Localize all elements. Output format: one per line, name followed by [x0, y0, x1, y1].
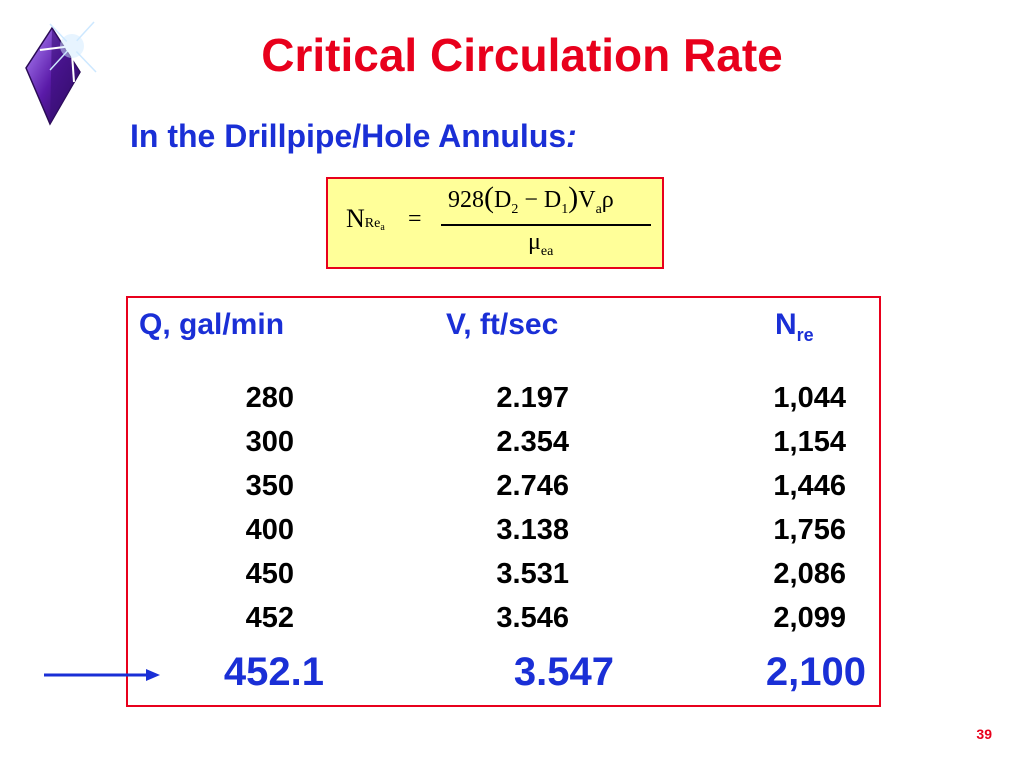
row-n: 1,154 [773, 426, 846, 458]
numerator-v-sub: a [595, 201, 602, 217]
slide-subtitle: In the Drillpipe/Hole Annulus: [130, 118, 577, 155]
numerator-v: V [578, 187, 596, 213]
slide-title: Critical Circulation Rate [261, 29, 783, 81]
formula-denominator: μea [528, 229, 553, 260]
numerator-d1: D [543, 187, 562, 213]
formula-lhs-sub: Re [364, 216, 381, 231]
denominator-sub: ea [540, 243, 554, 259]
numerator-rho: ρ [601, 187, 614, 213]
page-number: 39 [976, 726, 992, 742]
table-row-final: 452.1 3.547 2,100 [0, 650, 1024, 694]
fraction-bar [441, 224, 651, 226]
row-q: 280 [245, 382, 294, 414]
numerator-open-paren: ( [484, 181, 494, 214]
table-row: 452 3.546 2,099 [0, 602, 1024, 646]
formula-lhs: NRea [346, 204, 385, 234]
numerator-close-paren: ) [568, 181, 579, 214]
formula-lhs-symbol: N [346, 204, 365, 233]
row-v: 2.354 [496, 426, 569, 458]
numerator-d2-sub: 2 [511, 201, 519, 217]
header-n: Nre [775, 308, 814, 346]
row-n: 2,099 [773, 602, 846, 634]
formula-lhs-subsub: a [380, 222, 385, 233]
header-n-sub: re [796, 325, 814, 345]
table-row: 400 3.138 1,756 [0, 514, 1024, 558]
row-q: 452 [245, 602, 294, 634]
subtitle-text: In the Drillpipe/Hole Annulus [130, 118, 567, 154]
row-v: 3.546 [496, 602, 569, 634]
row-v: 3.531 [496, 558, 569, 590]
table-row: 300 2.354 1,154 [0, 426, 1024, 470]
results-table-border [126, 296, 881, 707]
numerator-d2: D [494, 187, 512, 213]
row-q: 300 [245, 426, 294, 458]
diamond-star-logo-icon [25, 11, 104, 126]
row-q: 450 [245, 558, 294, 590]
numerator-d1-sub: 1 [561, 201, 569, 217]
row-v: 3.138 [496, 514, 569, 546]
reynolds-formula-box: NRea = 928(D2 − D1)Vaρ μea [326, 177, 664, 269]
numerator-coef: 928 [448, 187, 484, 213]
row-q: 350 [245, 470, 294, 502]
formula-numerator: 928(D2 − D1)Vaρ [448, 181, 614, 218]
table-row: 280 2.197 1,044 [0, 382, 1024, 426]
table-row: 450 3.531 2,086 [0, 558, 1024, 602]
final-q: 452.1 [223, 650, 324, 694]
subtitle-colon: : [566, 118, 577, 154]
formula-equals: = [408, 206, 422, 232]
header-q: Q, gal/min [139, 308, 285, 341]
row-q: 400 [245, 514, 294, 546]
denominator-mu: μ [528, 229, 541, 255]
header-v: V, ft/sec [446, 308, 559, 341]
arrow-right-icon [44, 669, 160, 681]
header-n-symbol: N [775, 308, 797, 341]
row-n: 1,044 [773, 382, 846, 414]
final-n: 2,100 [765, 650, 866, 694]
final-v: 3.547 [513, 650, 614, 694]
row-n: 1,446 [773, 470, 846, 502]
row-v: 2.197 [496, 382, 569, 414]
numerator-minus: − [524, 187, 538, 213]
row-v: 2.746 [496, 470, 569, 502]
row-n: 1,756 [773, 514, 846, 546]
table-row: 350 2.746 1,446 [0, 470, 1024, 514]
row-n: 2,086 [773, 558, 846, 590]
